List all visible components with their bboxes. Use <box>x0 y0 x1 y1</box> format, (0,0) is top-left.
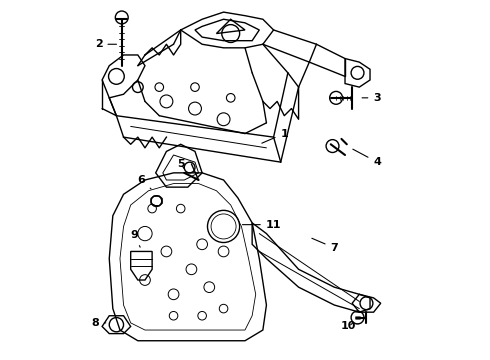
Text: 1: 1 <box>262 129 288 143</box>
Text: 6: 6 <box>138 175 151 189</box>
Text: 5: 5 <box>177 159 185 169</box>
Text: 11: 11 <box>243 220 281 230</box>
Text: 9: 9 <box>130 230 140 247</box>
Text: 4: 4 <box>353 149 381 167</box>
Text: 3: 3 <box>362 93 381 103</box>
Text: 8: 8 <box>91 318 106 328</box>
Text: 7: 7 <box>312 238 338 253</box>
Text: 10: 10 <box>341 321 356 332</box>
Text: 2: 2 <box>95 39 117 49</box>
